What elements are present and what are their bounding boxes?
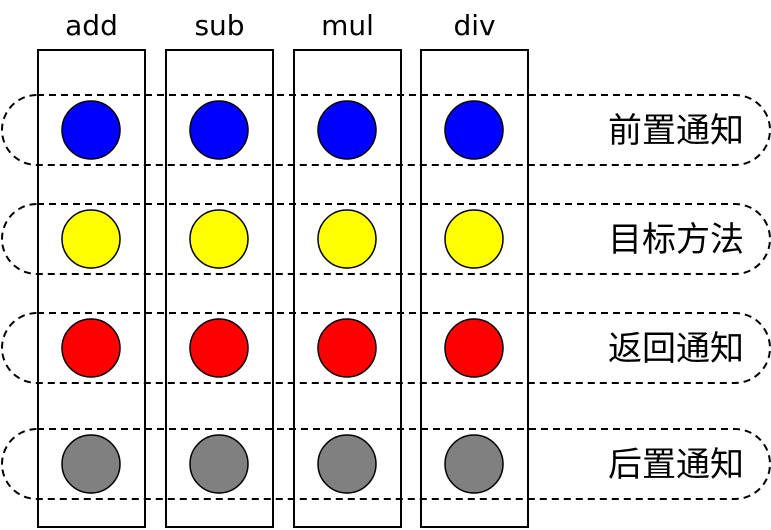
circle-sub-row-1 xyxy=(189,100,249,160)
circle-add-row-3 xyxy=(61,318,121,378)
column-box-sub xyxy=(165,49,274,528)
circle-sub-row-4 xyxy=(189,434,249,494)
column-box-add xyxy=(37,49,146,528)
column-label-add: add xyxy=(65,9,118,42)
column-box-div xyxy=(420,49,529,528)
circle-mul-row-4 xyxy=(317,434,377,494)
row-label-2: 目标方法 xyxy=(608,220,744,260)
circle-div-row-4 xyxy=(444,434,504,494)
circle-mul-row-2 xyxy=(317,209,377,269)
column-label-mul: mul xyxy=(321,9,374,42)
row-label-4: 后置通知 xyxy=(608,445,744,485)
circle-div-row-1 xyxy=(444,100,504,160)
circle-sub-row-2 xyxy=(189,209,249,269)
circle-mul-row-3 xyxy=(317,318,377,378)
row-band-2 xyxy=(1,203,771,275)
circle-sub-row-3 xyxy=(189,318,249,378)
row-band-3 xyxy=(1,312,771,384)
circle-add-row-2 xyxy=(61,209,121,269)
circle-add-row-4 xyxy=(61,434,121,494)
circle-div-row-3 xyxy=(444,318,504,378)
circle-mul-row-1 xyxy=(317,100,377,160)
column-label-sub: sub xyxy=(194,9,244,42)
column-box-mul xyxy=(293,49,402,528)
row-label-1: 前置通知 xyxy=(608,111,744,151)
row-band-4 xyxy=(1,428,771,500)
column-label-div: div xyxy=(453,9,495,42)
row-band-1 xyxy=(1,94,771,166)
circle-div-row-2 xyxy=(444,209,504,269)
row-label-3: 返回通知 xyxy=(608,329,744,369)
circle-add-row-1 xyxy=(61,100,121,160)
